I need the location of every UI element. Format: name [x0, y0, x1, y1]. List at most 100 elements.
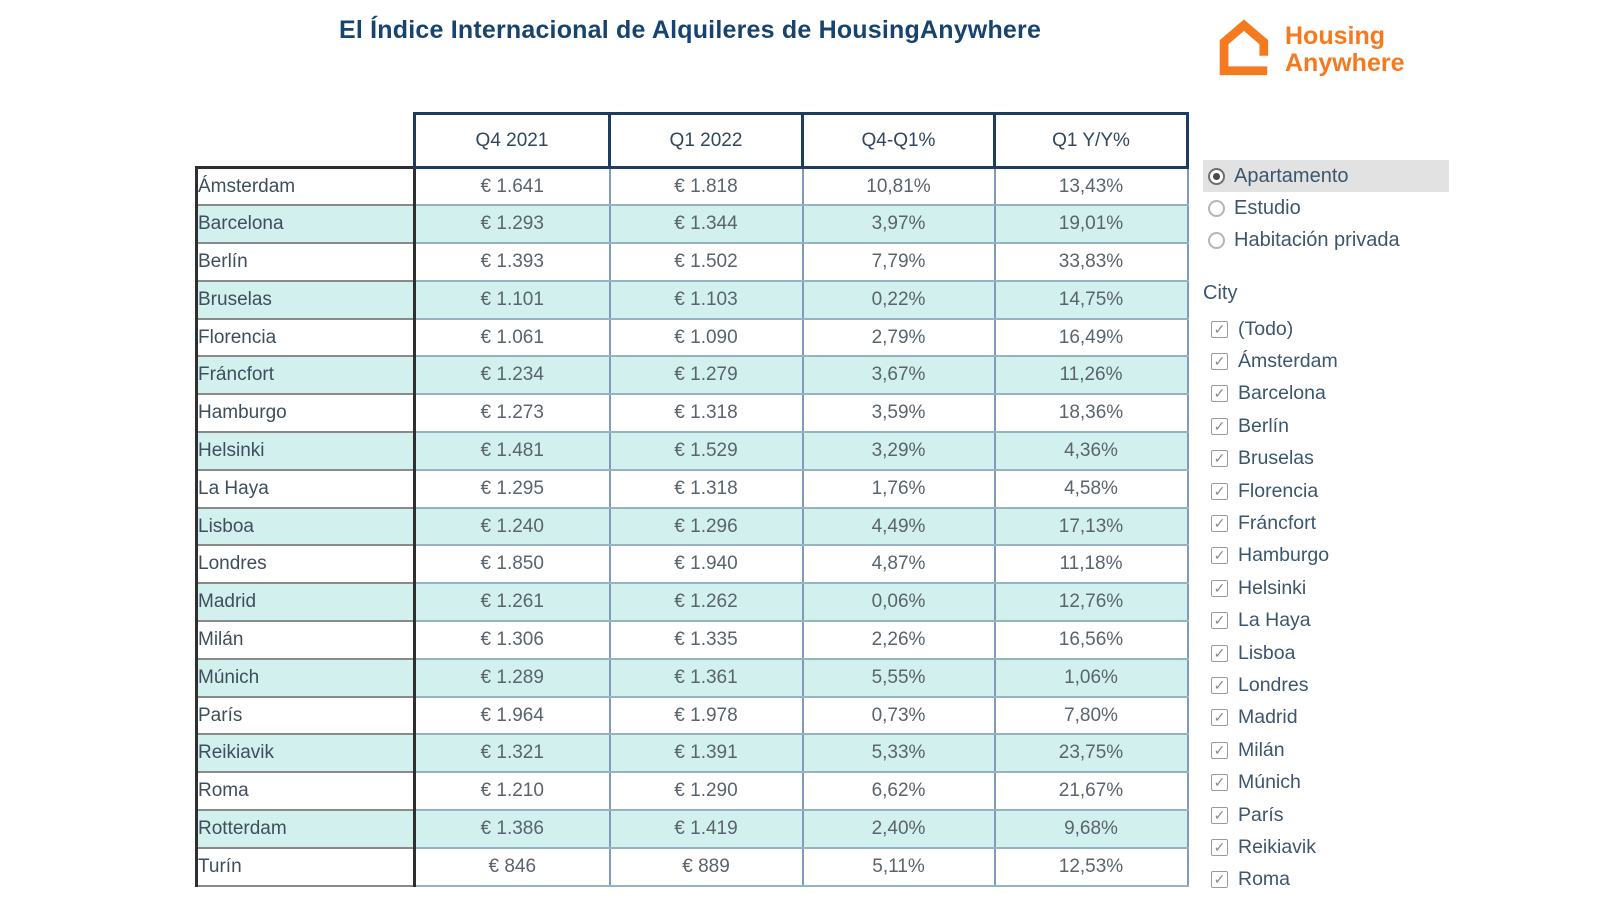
checkbox-checked-icon[interactable]: ✓	[1211, 741, 1228, 759]
table-row: Helsinki € 1.481 € 1.529 3,29% 4,36%	[195, 431, 1189, 471]
value-cell: 12,76%	[993, 582, 1189, 623]
value-cell: € 1.391	[608, 733, 804, 774]
value-cell: € 1.318	[608, 393, 804, 434]
col-header-q1-2022: Q1 2022	[608, 112, 804, 169]
city-name-cell: Hamburgo	[195, 393, 416, 434]
value-cell: 3,97%	[801, 204, 996, 245]
city-checkbox-item[interactable]: ✓ París	[1203, 799, 1449, 831]
city-checkbox-item[interactable]: ✓ Madrid	[1203, 702, 1449, 734]
city-name-cell: París	[195, 695, 416, 736]
city-name-cell: Milán	[195, 620, 416, 660]
city-name-cell: Madrid	[195, 582, 416, 623]
value-cell: 4,87%	[801, 544, 996, 585]
city-checkbox-item[interactable]: ✓ (Todo)	[1203, 313, 1449, 345]
city-checkbox-item[interactable]: ✓ La Haya	[1203, 605, 1449, 637]
checkbox-checked-icon[interactable]: ✓	[1211, 417, 1228, 435]
value-cell: € 1.061	[413, 317, 611, 358]
checkbox-checked-icon[interactable]: ✓	[1211, 774, 1228, 792]
checkbox-checked-icon[interactable]: ✓	[1211, 385, 1228, 403]
value-cell: 13,43%	[993, 166, 1189, 207]
city-checkbox-item[interactable]: ✓ Helsinki	[1203, 572, 1449, 604]
checkbox-checked-icon[interactable]: ✓	[1211, 871, 1228, 889]
value-cell: € 1.318	[608, 468, 804, 509]
checkbox-checked-icon[interactable]: ✓	[1211, 353, 1228, 371]
city-checkbox-item[interactable]: ✓ Florencia	[1203, 475, 1449, 507]
value-cell: 21,67%	[993, 771, 1189, 812]
city-filter-list: ✓ (Todo) ✓ Ámsterdam ✓ Barcelona ✓ Berlín ✓ Bruse…	[1203, 313, 1449, 896]
city-checkbox-label: Múnich	[1238, 771, 1301, 794]
city-checkbox-item[interactable]: ✓ Reikiavik	[1203, 831, 1449, 863]
city-checkbox-item[interactable]: ✓ Milán	[1203, 734, 1449, 766]
value-cell: 3,29%	[801, 431, 996, 471]
city-checkbox-label: Berlín	[1238, 414, 1289, 437]
value-cell: € 1.386	[413, 809, 611, 849]
value-cell: 9,68%	[993, 809, 1189, 849]
city-name-cell: Roma	[195, 771, 416, 812]
city-checkbox-item[interactable]: ✓ Fráncfort	[1203, 507, 1449, 539]
city-checkbox-item[interactable]: ✓ Londres	[1203, 669, 1449, 701]
radio-button-icon[interactable]	[1208, 167, 1225, 185]
city-checkbox-item[interactable]: ✓ Lisboa	[1203, 637, 1449, 669]
value-cell: 1,06%	[993, 657, 1189, 698]
value-cell: € 1.502	[608, 242, 804, 282]
checkbox-checked-icon[interactable]: ✓	[1211, 709, 1228, 727]
city-checkbox-label: Reikiavik	[1238, 835, 1317, 858]
checkbox-checked-icon[interactable]: ✓	[1211, 838, 1228, 856]
table-row: Madrid € 1.261 € 1.262 0,06% 12,76%	[195, 582, 1189, 623]
logo-text: Housing Anywhere	[1285, 21, 1405, 77]
logo-text-line1: Housing	[1285, 21, 1385, 50]
city-name-cell: Reikiavik	[195, 733, 416, 774]
value-cell: € 1.240	[413, 506, 611, 547]
city-checkbox-item[interactable]: ✓ Ámsterdam	[1203, 345, 1449, 377]
checkbox-checked-icon[interactable]: ✓	[1211, 515, 1228, 533]
checkbox-checked-icon[interactable]: ✓	[1211, 676, 1228, 694]
checkbox-checked-icon[interactable]: ✓	[1211, 450, 1228, 468]
checkbox-checked-icon[interactable]: ✓	[1211, 320, 1228, 338]
city-checkbox-item[interactable]: ✓ Roma	[1203, 864, 1449, 896]
value-cell: € 1.529	[608, 431, 804, 471]
value-cell: 3,59%	[801, 393, 996, 434]
checkbox-checked-icon[interactable]: ✓	[1211, 579, 1228, 597]
value-cell: 7,79%	[801, 242, 996, 282]
table-row: Rotterdam € 1.386 € 1.419 2,40% 9,68%	[195, 809, 1189, 849]
city-checkbox-item[interactable]: ✓ Múnich	[1203, 766, 1449, 798]
value-cell: 3,67%	[801, 355, 996, 396]
value-cell: € 1.335	[608, 620, 804, 660]
city-checkbox-item[interactable]: ✓ Hamburgo	[1203, 540, 1449, 572]
col-header-q4-q1-pct: Q4-Q1%	[801, 112, 996, 169]
value-cell: € 1.090	[608, 317, 804, 358]
table-row: Milán € 1.306 € 1.335 2,26% 16,56%	[195, 620, 1189, 660]
table-row: Fráncfort € 1.234 € 1.279 3,67% 11,26%	[195, 355, 1189, 396]
city-checkbox-label: París	[1238, 803, 1284, 826]
value-cell: € 1.279	[608, 355, 804, 396]
radio-option-estudio[interactable]: Estudio	[1203, 192, 1449, 224]
radio-button-icon[interactable]	[1208, 231, 1225, 249]
checkbox-checked-icon[interactable]: ✓	[1211, 547, 1228, 565]
value-cell: 11,26%	[993, 355, 1189, 396]
value-cell: € 1.419	[608, 809, 804, 849]
logo-text-line2: Anywhere	[1285, 48, 1405, 77]
value-cell: 6,62%	[801, 771, 996, 812]
checkbox-checked-icon[interactable]: ✓	[1211, 482, 1228, 500]
city-checkbox-item[interactable]: ✓ Barcelona	[1203, 378, 1449, 410]
checkbox-checked-icon[interactable]: ✓	[1211, 806, 1228, 824]
value-cell: € 1.103	[608, 279, 804, 320]
table-row: Florencia € 1.061 € 1.090 2,79% 16,49%	[195, 317, 1189, 358]
value-cell: 16,56%	[993, 620, 1189, 660]
radio-option-habitaci-n-privada[interactable]: Habitación privada	[1203, 224, 1449, 256]
city-name-cell: Fráncfort	[195, 355, 416, 396]
city-name-cell: Turín	[195, 846, 416, 887]
value-cell: € 1.234	[413, 355, 611, 396]
table-row: Londres € 1.850 € 1.940 4,87% 11,18%	[195, 544, 1189, 585]
checkbox-checked-icon[interactable]: ✓	[1211, 644, 1228, 662]
radio-button-icon[interactable]	[1208, 199, 1225, 217]
value-cell: 2,40%	[801, 809, 996, 849]
checkbox-checked-icon[interactable]: ✓	[1211, 612, 1228, 630]
value-cell: 2,79%	[801, 317, 996, 358]
value-cell: 5,55%	[801, 657, 996, 698]
value-cell: € 1.306	[413, 620, 611, 660]
city-checkbox-item[interactable]: ✓ Bruselas	[1203, 443, 1449, 475]
city-checkbox-label: Hamburgo	[1238, 544, 1330, 567]
radio-option-apartamento[interactable]: Apartamento	[1203, 160, 1449, 192]
city-checkbox-item[interactable]: ✓ Berlín	[1203, 410, 1449, 442]
